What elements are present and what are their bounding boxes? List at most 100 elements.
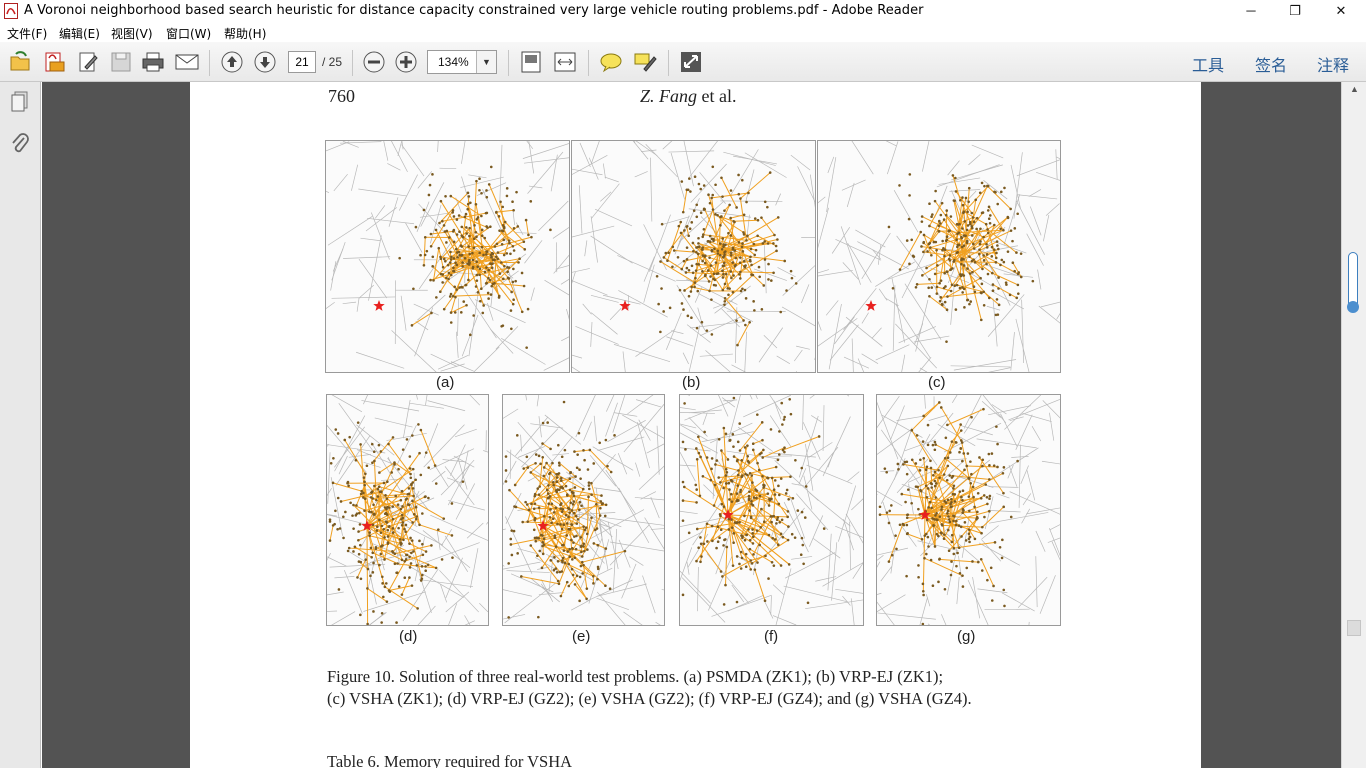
customer-nodes — [398, 165, 552, 349]
page-total: / 25 — [322, 55, 343, 69]
subfigure-label-c: (c) — [928, 374, 946, 391]
create-pdf-button[interactable] — [42, 50, 68, 74]
open-folder-icon — [10, 51, 30, 71]
running-head: Z. Fang et al. — [640, 86, 737, 107]
restore-button[interactable]: ❐ — [1289, 3, 1301, 18]
toolbar-separator — [588, 50, 589, 76]
fit-width-icon — [554, 52, 576, 72]
running-head-author: Z. Fang — [640, 86, 698, 106]
menu-view[interactable]: 视图(V) — [111, 27, 153, 41]
sign-link[interactable]: 签名 — [1255, 56, 1288, 75]
subfigure-label-e: (e) — [572, 628, 591, 645]
toolbar-separator — [209, 50, 210, 76]
title-bar: A Voronoi neighborhood based search heur… — [0, 0, 1366, 22]
floppy-disk-icon — [111, 52, 131, 72]
caption-line-1: Figure 10. Solution of three real-world … — [327, 667, 944, 686]
voronoi-cells — [680, 395, 863, 625]
subfigure-label-f: (f) — [764, 628, 779, 645]
minus-circle-icon — [363, 51, 385, 73]
comment-link[interactable]: 注释 — [1317, 56, 1350, 75]
pdf-page: 760 Z. Fang et al. (a) (b) (c) — [190, 82, 1201, 768]
voronoi-map-c — [818, 141, 1060, 372]
save-button[interactable] — [108, 50, 134, 74]
depot-star-icon — [619, 300, 631, 311]
comment-button[interactable] — [598, 50, 624, 74]
figure-panel-b — [571, 140, 816, 373]
printer-icon — [142, 52, 164, 72]
voronoi-map-e — [503, 395, 664, 625]
scrollbar-thumb[interactable] — [1347, 252, 1359, 313]
close-button[interactable]: ✕ — [1335, 3, 1347, 18]
paperclip-icon[interactable] — [9, 132, 31, 156]
vertical-scrollbar[interactable]: ▲ — [1341, 82, 1366, 768]
page-number: 760 — [328, 86, 355, 106]
zoom-out-button[interactable] — [361, 50, 387, 74]
menu-window[interactable]: 窗口(W) — [166, 27, 212, 41]
highlight-button[interactable] — [632, 50, 658, 74]
scrollbar-thumb-grip — [1347, 301, 1359, 313]
running-head-suffix: et al. — [697, 86, 737, 106]
caption-line-2: (c) VSHA (ZK1); (d) VRP-EJ (GZ2); (e) VS… — [327, 689, 972, 708]
open-file-button[interactable] — [8, 50, 34, 74]
menu-bar: 文件(F) 编辑(E) 视图(V) 窗口(W) 帮助(H) — [0, 22, 1366, 42]
previous-page-button[interactable] — [219, 50, 245, 74]
expand-arrows-icon — [681, 52, 701, 72]
page-number-input[interactable]: 21 — [288, 51, 316, 73]
voronoi-map-g — [877, 395, 1060, 625]
plus-circle-icon — [395, 51, 417, 73]
subfigure-label-a: (a) — [436, 374, 455, 391]
menu-help[interactable]: 帮助(H) — [224, 27, 267, 41]
toolbar-separator — [352, 50, 353, 76]
voronoi-cells — [572, 141, 815, 372]
depot-star-icon — [361, 520, 373, 531]
create-pdf-icon — [45, 52, 65, 72]
scrollbar-split-handle[interactable] — [1347, 620, 1361, 636]
customer-nodes — [655, 165, 798, 347]
vehicle-routes — [682, 422, 820, 601]
customer-nodes — [328, 421, 465, 625]
voronoi-map-b — [572, 141, 815, 372]
depot-star-icon — [722, 509, 734, 520]
print-button[interactable] — [140, 50, 166, 74]
figure-caption: Figure 10. Solution of three real-world … — [327, 666, 1077, 710]
vehicle-routes — [899, 175, 1022, 320]
minimize-button[interactable]: ─ — [1246, 3, 1256, 18]
vehicle-routes — [411, 181, 532, 326]
menu-file[interactable]: 文件(F) — [7, 27, 48, 41]
toolbar-separator — [668, 50, 669, 76]
email-button[interactable] — [174, 50, 200, 74]
edit-document-button[interactable] — [76, 50, 102, 74]
fit-width-button[interactable] — [552, 50, 578, 74]
edit-icon — [79, 52, 98, 72]
fit-page-button[interactable] — [518, 50, 544, 74]
tools-link[interactable]: 工具 — [1192, 56, 1225, 75]
zoom-select[interactable]: 134% ▼ — [427, 50, 497, 74]
voronoi-map-f — [680, 395, 863, 625]
figure-panel-f — [679, 394, 864, 626]
figure-panel-a — [325, 140, 570, 373]
toolbar-separator — [508, 50, 509, 76]
zoom-value: 134% — [438, 55, 469, 69]
voronoi-map-a — [326, 141, 569, 372]
full-screen-button[interactable] — [678, 50, 704, 74]
speech-bubble-icon — [600, 53, 622, 73]
voronoi-map-d — [327, 395, 488, 625]
customer-nodes — [887, 173, 1035, 343]
menu-edit[interactable]: 编辑(E) — [59, 27, 100, 41]
depot-star-icon — [373, 300, 385, 311]
zoom-in-button[interactable] — [393, 50, 419, 74]
chevron-down-icon[interactable]: ▼ — [476, 51, 496, 73]
pdf-file-icon — [4, 3, 18, 19]
page-thumbnails-icon[interactable] — [9, 90, 31, 114]
figure-panel-e — [502, 394, 665, 626]
subfigure-label-g: (g) — [957, 628, 976, 645]
arrow-up-circle-icon — [221, 51, 243, 73]
figure-panel-d — [326, 394, 489, 626]
next-page-button[interactable] — [252, 50, 278, 74]
document-viewport[interactable]: 760 Z. Fang et al. (a) (b) (c) — [42, 82, 1341, 768]
scroll-up-arrow[interactable]: ▲ — [1350, 84, 1359, 94]
depot-star-icon — [537, 520, 549, 531]
vehicle-routes — [329, 429, 453, 625]
voronoi-cells — [326, 141, 569, 372]
